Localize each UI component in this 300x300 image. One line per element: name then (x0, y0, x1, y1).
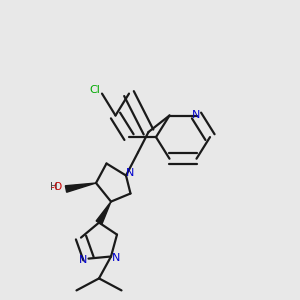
Text: -O: -O (51, 182, 63, 193)
Polygon shape (96, 202, 111, 224)
Text: N: N (112, 253, 121, 263)
Text: Cl: Cl (89, 85, 100, 95)
Text: N: N (79, 255, 87, 265)
Text: N: N (192, 110, 201, 121)
Text: H: H (50, 182, 58, 193)
Polygon shape (65, 183, 96, 192)
Text: N: N (126, 168, 135, 178)
